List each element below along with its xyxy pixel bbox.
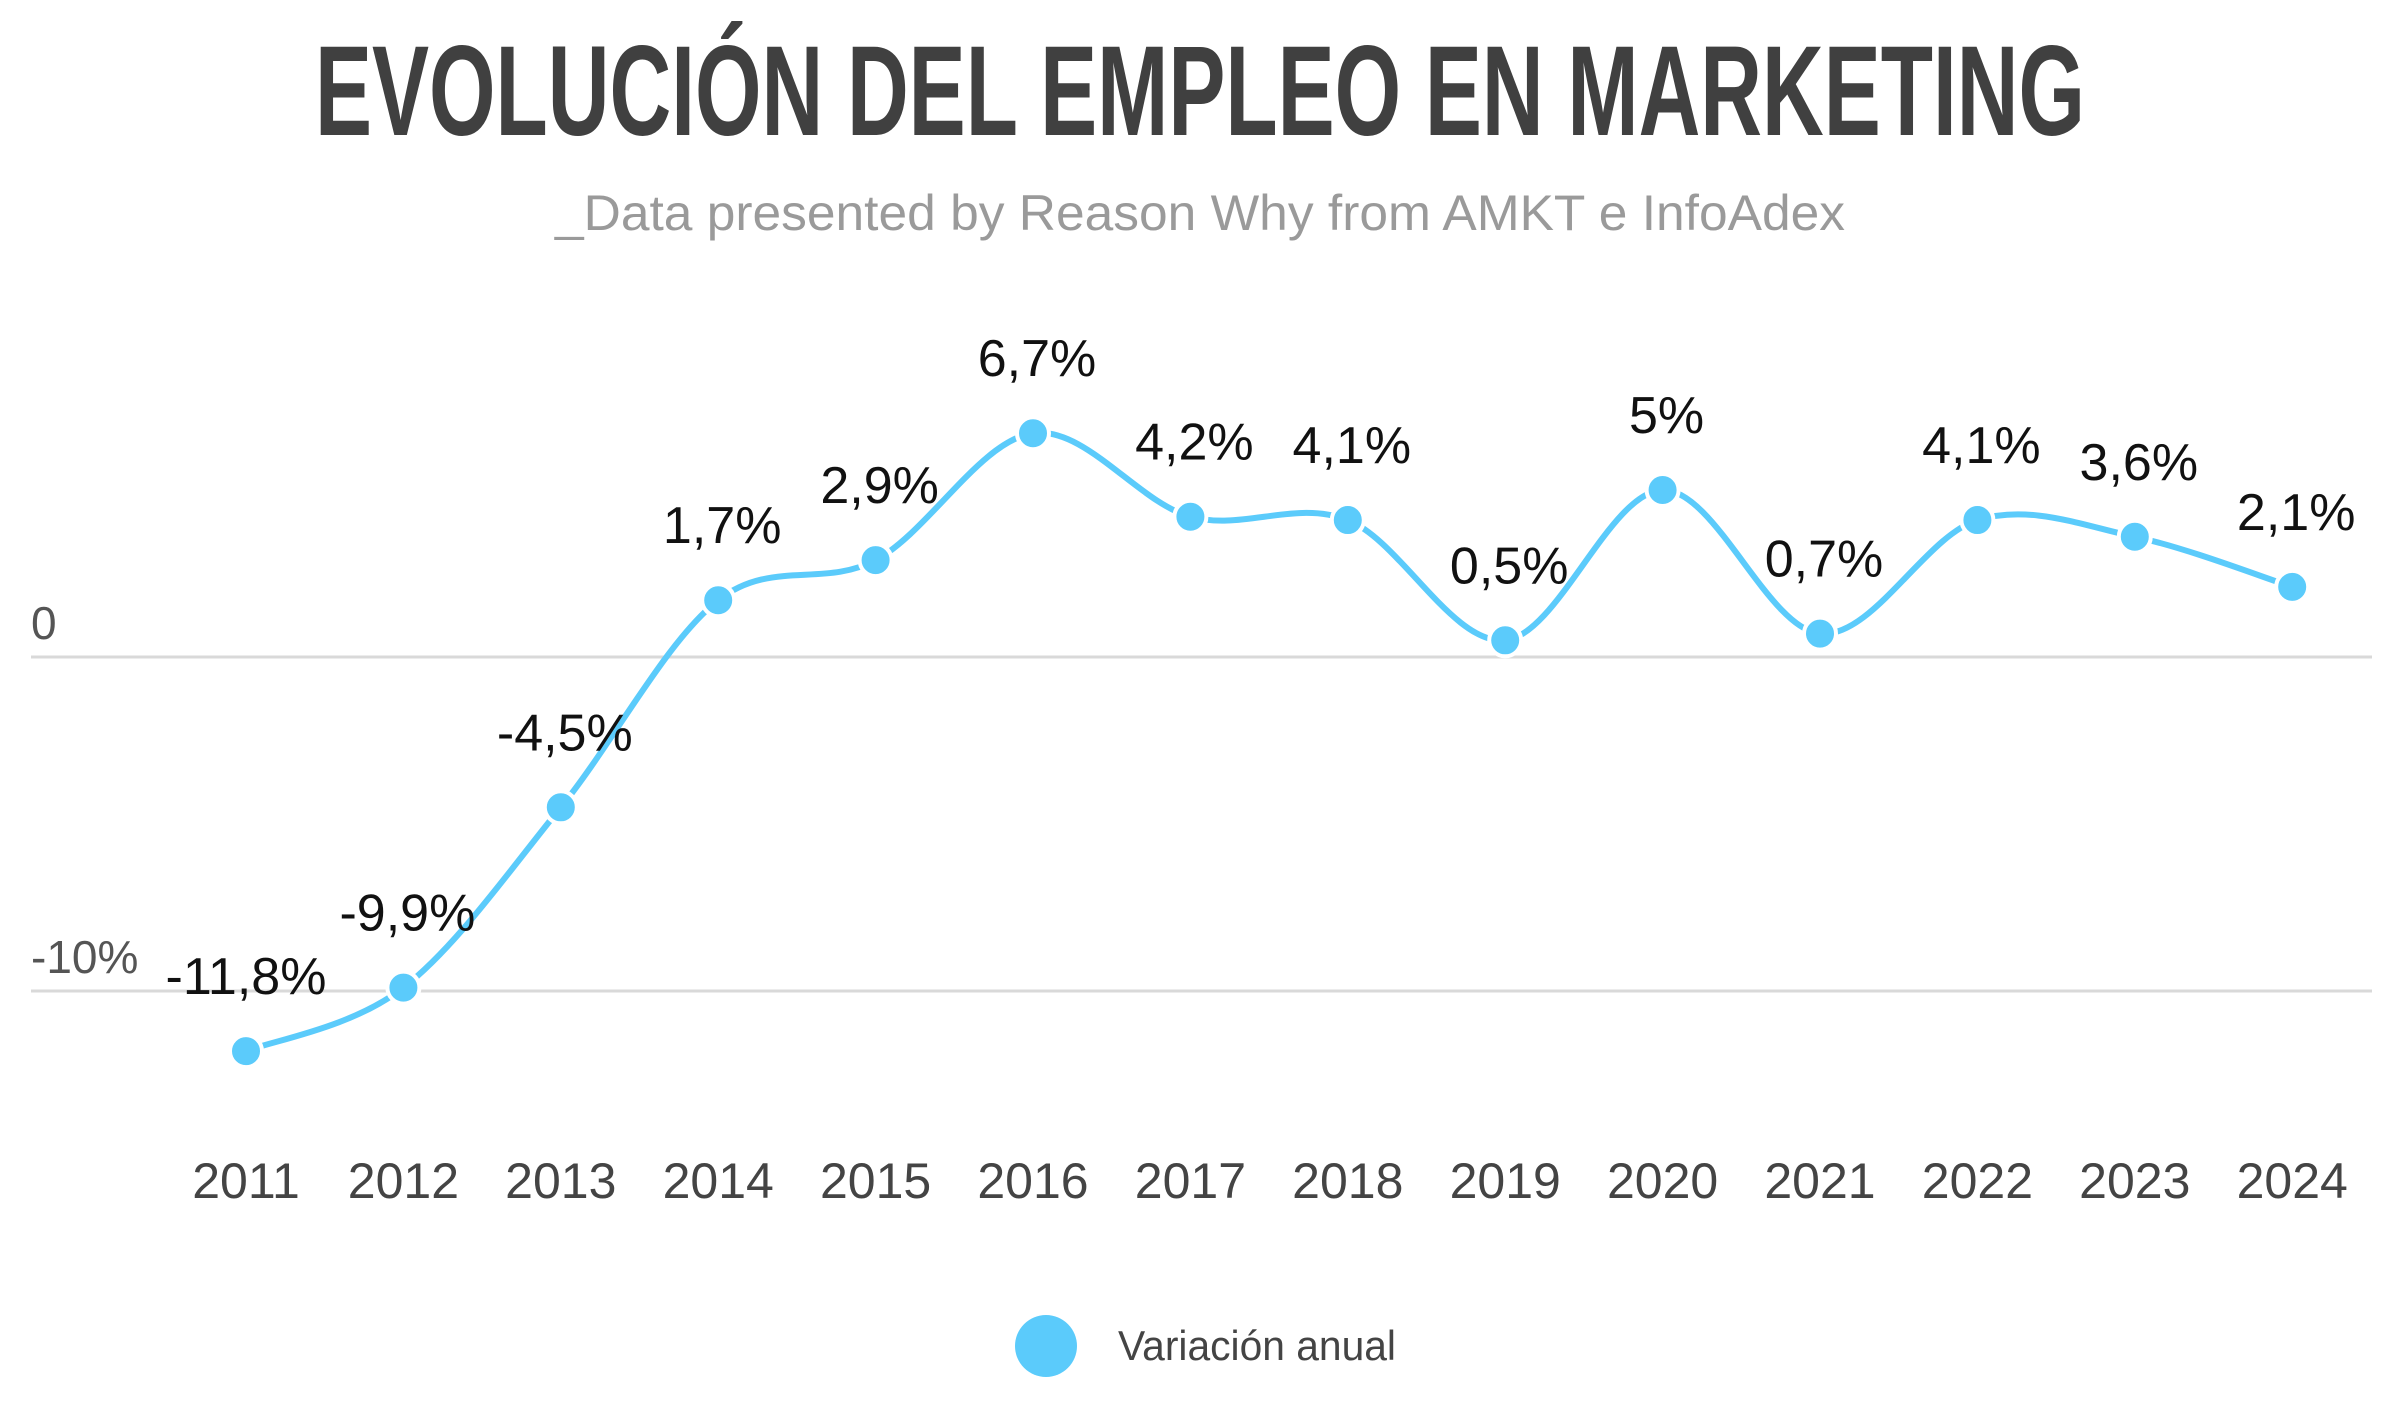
- x-tick-label: 2021: [1764, 1153, 1875, 1209]
- series-line: [244, 429, 2294, 1054]
- data-label: 2,9%: [820, 457, 939, 515]
- data-label: 0,7%: [1765, 531, 1884, 589]
- y-tick-label: 0: [31, 597, 57, 649]
- chart-title: EVOLUCIÓN DEL EMPLEO EN MARKETING: [315, 20, 2085, 163]
- data-point: [1959, 502, 1996, 539]
- data-point: [1644, 472, 1681, 508]
- data-point: [542, 789, 579, 826]
- x-tick-label: 2013: [505, 1153, 616, 1209]
- data-label: -4,5%: [497, 704, 633, 762]
- data-point: [1487, 622, 1524, 659]
- x-tick-label: 2019: [1450, 1153, 1561, 1209]
- x-tick-label: 2012: [348, 1153, 459, 1209]
- data-point: [2274, 568, 2311, 605]
- data-label: 4,1%: [1922, 417, 2041, 475]
- data-point: [2116, 518, 2153, 555]
- data-label: 5%: [1629, 387, 1704, 445]
- x-tick-label: 2011: [192, 1153, 300, 1209]
- data-label: 2,1%: [2237, 484, 2356, 542]
- x-tick-label: 2014: [663, 1153, 774, 1209]
- data-point: [228, 1033, 264, 1070]
- data-point: [1015, 415, 1051, 452]
- data-label: 0,5%: [1450, 537, 1569, 595]
- y-tick-label: -10%: [31, 931, 138, 983]
- data-point: [1329, 502, 1366, 539]
- x-tick-label: 2022: [1922, 1153, 2033, 1209]
- data-label: 4,2%: [1135, 414, 1254, 472]
- data-label: -11,8%: [166, 948, 327, 1006]
- data-point: [857, 542, 894, 579]
- data-label: 6,7%: [978, 330, 1097, 388]
- x-tick-label: 2016: [977, 1153, 1088, 1209]
- chart-subtitle: _Data presented by Reason Why from AMKT …: [554, 185, 1845, 241]
- x-tick-label: 2017: [1135, 1153, 1246, 1209]
- legend-marker: [1015, 1315, 1077, 1377]
- data-point: [1172, 498, 1209, 535]
- data-label: 3,6%: [2080, 434, 2199, 492]
- data-label: 1,7%: [663, 497, 782, 555]
- data-label: -9,9%: [339, 885, 475, 943]
- x-tick-label: 2020: [1607, 1153, 1718, 1209]
- data-point: [700, 582, 737, 619]
- x-tick-label: 2015: [820, 1153, 931, 1209]
- x-tick-label: 2018: [1292, 1153, 1403, 1209]
- x-tick-label: 2023: [2079, 1153, 2190, 1209]
- data-point: [385, 969, 422, 1006]
- legend-label: Variación anual: [1118, 1322, 1396, 1369]
- legend: Variación anual: [1015, 1315, 1396, 1377]
- x-tick-label: 2024: [2237, 1153, 2348, 1209]
- data-point: [1802, 615, 1838, 652]
- data-label: 4,1%: [1293, 417, 1412, 475]
